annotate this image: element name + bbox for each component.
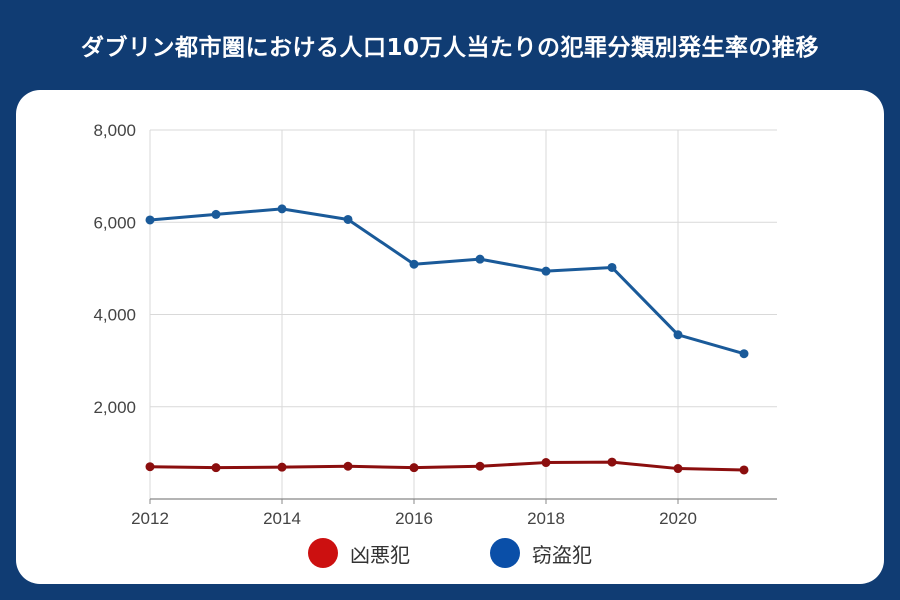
- legend-label-theft: 窃盗犯: [532, 542, 592, 567]
- data-point-1: [409, 259, 419, 269]
- series-line-0: [149, 460, 745, 472]
- x-tick-label: 2020: [659, 509, 697, 528]
- data-point-0: [343, 461, 353, 471]
- data-point-0: [673, 464, 683, 474]
- y-tick-label: 6,000: [93, 213, 136, 232]
- legend-swatch-violent: [308, 538, 338, 568]
- data-point-0: [541, 458, 551, 468]
- series-line-1: [149, 207, 745, 356]
- data-point-1: [475, 254, 485, 264]
- x-tick-label: 2014: [263, 509, 301, 528]
- data-point-1: [343, 214, 353, 224]
- legend-swatch-theft: [490, 538, 520, 568]
- y-tick-label: 4,000: [93, 306, 136, 325]
- data-point-1: [211, 209, 221, 219]
- title-bar: ダブリン都市圏における人口10万人当たりの犯罪分類別発生率の推移: [0, 0, 900, 90]
- data-point-0: [607, 457, 617, 467]
- y-tick-label: 2,000: [93, 398, 136, 417]
- x-tick-label: 2012: [131, 509, 169, 528]
- chart-card: [16, 90, 884, 584]
- x-tick-label: 2016: [395, 509, 433, 528]
- data-point-1: [739, 349, 749, 359]
- chart-legend: 凶悪犯 窃盗犯: [0, 538, 900, 568]
- x-tick-label: 2018: [527, 509, 565, 528]
- data-point-0: [409, 463, 419, 473]
- data-point-1: [673, 330, 683, 340]
- legend-item-violent[interactable]: 凶悪犯: [308, 538, 410, 568]
- data-point-0: [211, 463, 221, 473]
- data-point-0: [475, 461, 485, 471]
- data-point-0: [277, 462, 287, 472]
- y-tick-label: 8,000: [93, 121, 136, 140]
- legend-item-theft[interactable]: 窃盗犯: [490, 538, 592, 568]
- chart-title: ダブリン都市圏における人口10万人当たりの犯罪分類別発生率の推移: [80, 35, 819, 61]
- data-point-1: [607, 262, 617, 272]
- data-point-0: [145, 462, 155, 472]
- legend-label-violent: 凶悪犯: [350, 542, 410, 567]
- data-point-0: [739, 465, 749, 475]
- data-point-1: [145, 215, 155, 225]
- data-point-1: [541, 266, 551, 276]
- data-point-1: [277, 204, 287, 214]
